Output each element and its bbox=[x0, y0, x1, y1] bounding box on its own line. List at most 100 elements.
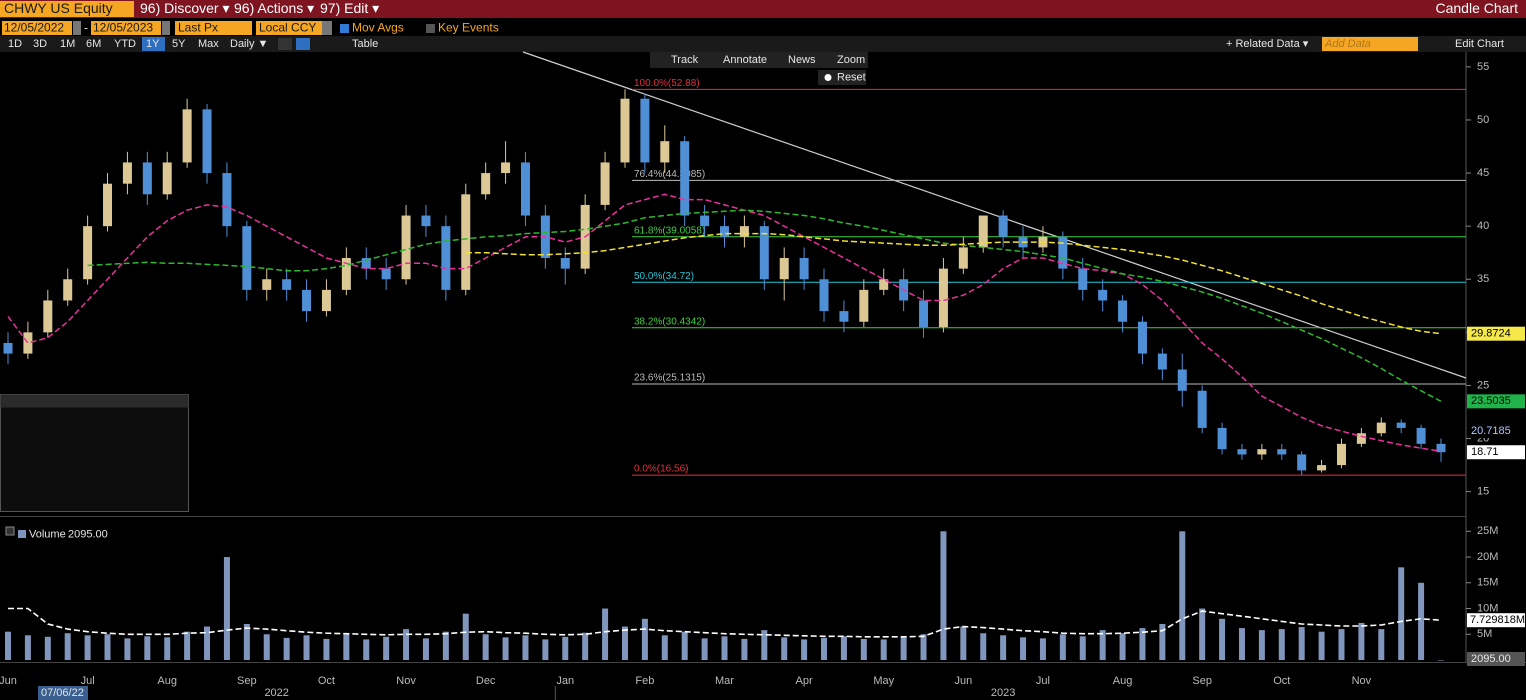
candle-body bbox=[1098, 289, 1108, 301]
candle-body bbox=[560, 258, 570, 269]
volume-bar bbox=[980, 633, 987, 660]
menu-item[interactable]: 97) Edit ▾ bbox=[320, 0, 379, 16]
edit-chart[interactable]: Edit Chart bbox=[1455, 38, 1504, 50]
mov-avgs-checkbox[interactable] bbox=[340, 24, 349, 33]
volume-bar bbox=[1179, 531, 1186, 660]
menu-item[interactable]: 96) Actions ▾ bbox=[234, 0, 314, 16]
range-button[interactable]: 1D bbox=[8, 38, 22, 50]
y-tick-label: 25 bbox=[1477, 379, 1489, 391]
key-events[interactable]: Key Events bbox=[438, 21, 499, 35]
candle-body bbox=[1137, 321, 1147, 354]
candle-body bbox=[1058, 236, 1068, 269]
currency[interactable]: Local CCY bbox=[259, 21, 316, 35]
x-tick-label: Apr bbox=[796, 675, 813, 687]
add-data-box[interactable] bbox=[1322, 37, 1418, 51]
start-date-box[interactable] bbox=[2, 21, 72, 35]
candle-body bbox=[381, 268, 391, 280]
ticker-box[interactable] bbox=[0, 1, 134, 17]
candle-body bbox=[142, 162, 152, 195]
x-tick-label: Dec bbox=[476, 675, 496, 687]
volume-bar bbox=[243, 623, 250, 660]
chart-tool[interactable]: Zoom bbox=[837, 54, 865, 66]
volume-average bbox=[8, 607, 1442, 638]
candle-body bbox=[1257, 449, 1267, 455]
line-icon[interactable] bbox=[278, 38, 292, 50]
add-data[interactable]: Add Data bbox=[1324, 38, 1371, 50]
volume-bar bbox=[144, 636, 151, 660]
candle-body bbox=[978, 215, 988, 248]
related-data[interactable]: + Related Data ▾ bbox=[1226, 38, 1309, 50]
volume-bar bbox=[442, 631, 449, 660]
candle-body bbox=[262, 279, 272, 290]
volume-bar bbox=[681, 631, 688, 660]
calendar-icon[interactable] bbox=[73, 21, 81, 35]
y-tick-label: 20M bbox=[1477, 551, 1498, 563]
dropdown-icon[interactable] bbox=[322, 21, 332, 35]
volume-tag-label: 2095.00 bbox=[1471, 653, 1511, 665]
chart-tool[interactable]: Track bbox=[671, 54, 699, 66]
candle-body bbox=[202, 109, 212, 174]
volume-bar bbox=[204, 626, 211, 660]
reset[interactable]: Reset bbox=[837, 71, 866, 83]
candle-icon[interactable] bbox=[296, 38, 310, 50]
table-button[interactable]: Table bbox=[352, 38, 378, 50]
currency-box[interactable] bbox=[256, 21, 322, 35]
candle-body bbox=[620, 98, 630, 163]
volume-bar bbox=[164, 637, 171, 660]
volume-bar bbox=[1119, 633, 1126, 660]
price-box[interactable] bbox=[175, 21, 252, 35]
ticker[interactable]: CHWY US Equity bbox=[4, 0, 113, 16]
trend-line bbox=[522, 51, 1467, 379]
range-button[interactable]: 1Y bbox=[146, 38, 160, 50]
volume-legend-toggle[interactable] bbox=[5, 526, 15, 536]
volume-tag bbox=[1467, 651, 1525, 666]
range-button[interactable]: YTD bbox=[114, 38, 136, 50]
legend-header bbox=[0, 394, 189, 408]
candle-body bbox=[1416, 427, 1426, 444]
candle-body bbox=[421, 215, 431, 227]
date-separator: - bbox=[84, 21, 88, 35]
start-date[interactable]: 12/05/2022 bbox=[4, 21, 64, 35]
x-tick-label: Nov bbox=[1352, 675, 1372, 687]
candle-body bbox=[43, 300, 53, 333]
volume-bar bbox=[602, 608, 609, 660]
range-button[interactable]: Max bbox=[198, 38, 219, 50]
calendar-icon[interactable] bbox=[162, 21, 170, 35]
range-button[interactable]: 1M bbox=[60, 38, 75, 50]
candle-body bbox=[461, 194, 471, 290]
reset-box[interactable] bbox=[818, 70, 866, 85]
chart-tool[interactable]: Annotate bbox=[723, 54, 767, 66]
candle-body bbox=[819, 279, 829, 312]
reset-icon[interactable] bbox=[824, 74, 832, 81]
x-tick-label: Aug bbox=[157, 675, 177, 687]
fib-label: 61.8%(39.0058) bbox=[634, 225, 705, 236]
candle-body bbox=[660, 141, 670, 163]
candle-body bbox=[998, 215, 1008, 237]
price-field[interactable]: Last Px bbox=[178, 21, 218, 35]
menu-item[interactable]: 96) Discover ▾ bbox=[140, 0, 230, 16]
candle-body bbox=[1157, 353, 1167, 370]
volume-bar bbox=[403, 629, 410, 660]
volume-bar bbox=[1079, 636, 1086, 660]
candle-body bbox=[103, 183, 113, 227]
candle-body bbox=[600, 162, 610, 205]
range-bar bbox=[0, 36, 1526, 52]
fib-label: 76.4%(44.3085) bbox=[634, 169, 705, 180]
frequency[interactable]: Daily ▼ bbox=[230, 38, 268, 50]
end-date-box[interactable] bbox=[91, 21, 161, 35]
range-button[interactable]: 6M bbox=[86, 38, 101, 50]
volume-bar bbox=[661, 635, 668, 660]
candle-body bbox=[1217, 427, 1227, 450]
volume-bar bbox=[522, 635, 529, 660]
key-events-checkbox[interactable] bbox=[426, 24, 435, 33]
chart-tool[interactable]: News bbox=[788, 54, 816, 66]
candle-body bbox=[1177, 369, 1187, 391]
range-button[interactable]: 5Y bbox=[172, 38, 186, 50]
volume-legend-label: Volume bbox=[29, 528, 66, 540]
candle-body bbox=[759, 226, 769, 280]
volume-tag-label: 7.729818M bbox=[1470, 614, 1525, 626]
volume-bar bbox=[1398, 567, 1405, 660]
range-button[interactable]: 3D bbox=[33, 38, 47, 50]
end-date[interactable]: 12/05/2023 bbox=[93, 21, 153, 35]
mov-avgs[interactable]: Mov Avgs bbox=[352, 21, 404, 35]
